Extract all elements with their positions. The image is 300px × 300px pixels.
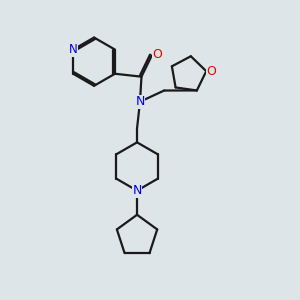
Text: O: O: [207, 65, 217, 78]
Text: N: N: [132, 184, 142, 197]
Text: N: N: [69, 43, 77, 56]
Text: N: N: [135, 95, 145, 108]
Text: O: O: [152, 47, 162, 61]
